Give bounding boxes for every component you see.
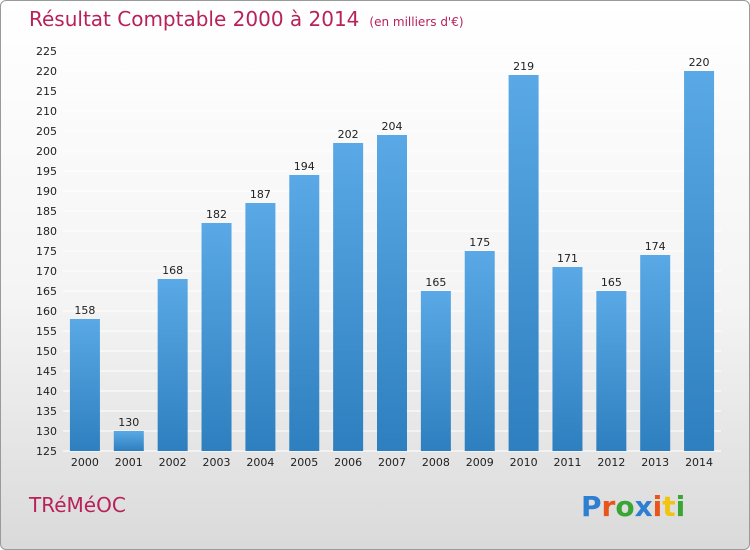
data-label-2013: 174 [645, 240, 666, 253]
y-tick-label: 135 [36, 405, 57, 418]
y-tick-label: 195 [36, 165, 57, 178]
bar-2006 [333, 143, 364, 451]
y-tick-label: 185 [36, 205, 57, 218]
bar-2000 [69, 319, 100, 451]
y-axis: 125 130 135 140 145 150 155 160 165 170 175 180 185 1… [36, 45, 57, 458]
y-tick-label: 145 [36, 365, 57, 378]
bar-2004 [245, 203, 276, 451]
y-tick-label: 130 [36, 425, 57, 438]
x-tick-label-2005: 2005 [290, 456, 318, 469]
x-tick-label-2010: 2010 [510, 456, 538, 469]
data-label-2004: 187 [250, 188, 271, 201]
data-label-2003: 182 [206, 208, 227, 221]
x-tick-label-2008: 2008 [422, 456, 450, 469]
x-axis: 2000 2001 2002 2003 2004 2005 2006 2007 2008 2009… [71, 456, 713, 469]
data-label-2014: 220 [689, 56, 710, 69]
y-tick-label: 155 [36, 325, 57, 338]
y-tick-label: 165 [36, 285, 57, 298]
y-tick-label: 150 [36, 345, 57, 358]
y-tick-label: 175 [36, 245, 57, 258]
logo-letter: o [615, 490, 635, 523]
bar-2008 [420, 291, 451, 451]
y-tick-label: 170 [36, 265, 57, 278]
x-tick-label-2002: 2002 [159, 456, 187, 469]
y-tick-label: 140 [36, 385, 57, 398]
bar-2009 [464, 251, 495, 451]
data-label-2009: 175 [469, 236, 490, 249]
x-tick-label-2003: 2003 [203, 456, 231, 469]
x-tick-label-2014: 2014 [685, 456, 713, 469]
chart-title-main: Résultat Comptable 2000 à 2014 [29, 7, 360, 31]
y-tick-label: 210 [36, 105, 57, 118]
y-tick-label: 220 [36, 65, 57, 78]
data-label-2006: 202 [338, 128, 359, 141]
data-label-2007: 204 [382, 120, 403, 133]
x-tick-label-2009: 2009 [466, 456, 494, 469]
bar-2012 [596, 291, 627, 451]
bar-2014 [684, 71, 715, 451]
data-label-2002: 168 [162, 264, 183, 277]
logo-letter: i [652, 490, 663, 523]
x-tick-label-2013: 2013 [641, 456, 669, 469]
y-tick-label: 190 [36, 185, 57, 198]
y-tick-label: 200 [36, 145, 57, 158]
bar-2001 [113, 431, 144, 451]
x-tick-label-2000: 2000 [71, 456, 99, 469]
y-tick-label: 225 [36, 45, 57, 58]
data-label-2010: 219 [513, 60, 534, 73]
logo-letter: P [581, 490, 602, 523]
x-tick-label-2001: 2001 [115, 456, 143, 469]
bar-2010 [508, 75, 539, 451]
logo-letter: t [662, 490, 676, 523]
y-tick-label: 205 [36, 125, 57, 138]
x-tick-label-2011: 2011 [553, 456, 581, 469]
proxiti-logo: Proxiti [581, 490, 685, 523]
x-tick-label-2004: 2004 [246, 456, 274, 469]
x-tick-label-2012: 2012 [597, 456, 625, 469]
bar-2005 [289, 175, 320, 451]
bar-2007 [377, 135, 407, 451]
data-labels: 158 130 168 182 187 194 202 204 165 175 219 171 165 1… [74, 56, 709, 429]
bar-2002 [157, 279, 188, 451]
y-tick-label: 180 [36, 225, 57, 238]
bars [69, 71, 715, 451]
data-label-2001: 130 [118, 416, 139, 429]
y-tick-label: 215 [36, 85, 57, 98]
bar-2011 [552, 267, 583, 451]
data-label-2011: 171 [557, 252, 578, 265]
bar-2003 [201, 223, 232, 451]
logo-letter: i [675, 490, 686, 523]
data-label-2005: 194 [294, 160, 315, 173]
data-label-2000: 158 [74, 304, 95, 317]
y-tick-label: 125 [36, 445, 57, 458]
bar-2013 [640, 255, 671, 451]
x-tick-label-2007: 2007 [378, 456, 406, 469]
logo-letter: x [634, 490, 653, 523]
y-tick-label: 160 [36, 305, 57, 318]
data-label-2012: 165 [601, 276, 622, 289]
data-label-2008: 165 [425, 276, 446, 289]
chart-title: Résultat Comptable 2000 à 2014 (en millie… [29, 7, 464, 31]
chart-title-unit: (en milliers d'€) [369, 15, 464, 29]
x-tick-label-2006: 2006 [334, 456, 362, 469]
logo-letter: r [601, 490, 616, 523]
commune-name: TRéMéOC [29, 493, 126, 517]
